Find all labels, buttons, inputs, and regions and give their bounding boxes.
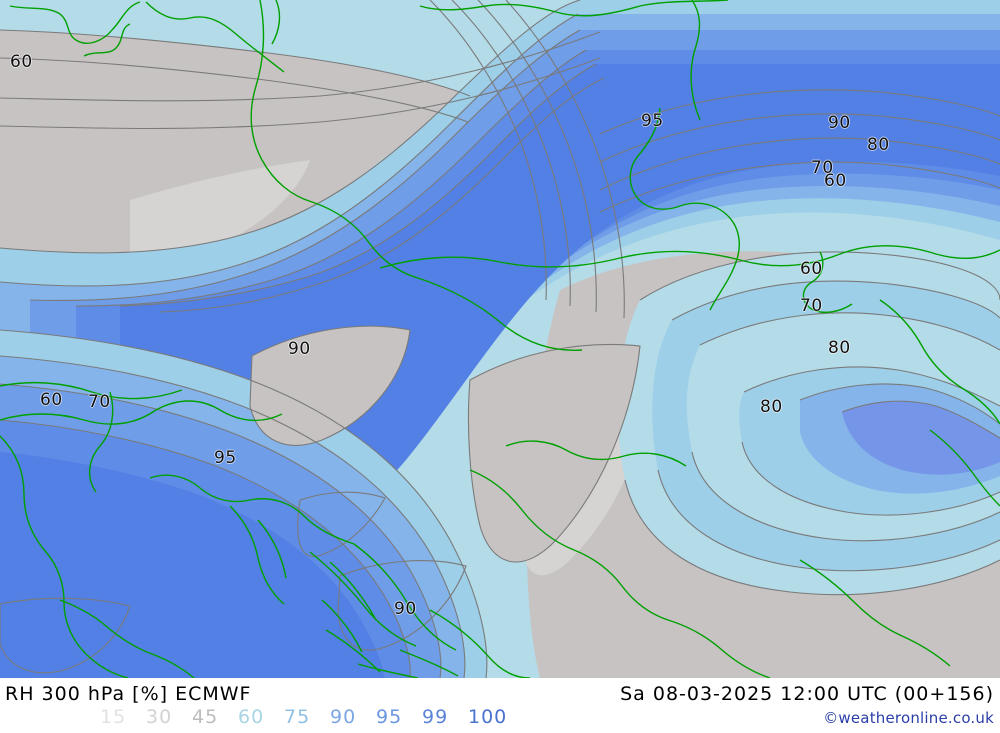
product-title: RH 300 hPa [%] ECMWF bbox=[5, 683, 252, 705]
contour-label-90-center: 90 bbox=[288, 339, 311, 359]
country-borders bbox=[0, 0, 1000, 678]
legend-value-100: 100 bbox=[468, 706, 508, 728]
map-canvas bbox=[0, 0, 1000, 678]
legend-value-60: 60 bbox=[238, 706, 265, 728]
contour-label-90-topright: 90 bbox=[828, 113, 851, 133]
contour-label-95-center: 95 bbox=[214, 448, 237, 468]
valid-time: Sa 08-03-2025 12:00 UTC (00+156) bbox=[620, 683, 994, 705]
contour-label-70-left: 70 bbox=[88, 392, 111, 412]
contour-label-80-rightlow: 80 bbox=[760, 397, 783, 417]
right-humid-pool bbox=[618, 251, 1000, 595]
contour-label-60-topleft: 60 bbox=[10, 52, 33, 72]
contour-label-90-bottom: 90 bbox=[394, 599, 417, 619]
legend-value-95: 95 bbox=[376, 706, 403, 728]
legend-value-75: 75 bbox=[284, 706, 311, 728]
contour-lines bbox=[0, 0, 1000, 678]
contour-label-95-topright: 95 bbox=[641, 111, 664, 131]
contour-label-60-right: 60 bbox=[800, 259, 823, 279]
gray-enclaves bbox=[250, 326, 640, 562]
contour-label-70-topright: 70 bbox=[811, 158, 834, 178]
legend-value-45: 45 bbox=[192, 706, 219, 728]
legend-value-99: 99 bbox=[422, 706, 449, 728]
footer: RH 300 hPa [%] ECMWF Sa 08-03-2025 12:00… bbox=[0, 678, 1000, 733]
lower-left-humid-pool bbox=[0, 330, 487, 678]
copyright-notice: ©weatheronline.co.uk bbox=[823, 709, 994, 727]
legend-value-15: 15 bbox=[100, 706, 127, 728]
legend-value-30: 30 bbox=[146, 706, 173, 728]
map-area[interactable]: 60 95 90 80 70 60 60 70 80 80 90 60 70 9… bbox=[0, 0, 1000, 678]
contour-label-60-left: 60 bbox=[40, 390, 63, 410]
legend-value-90: 90 bbox=[330, 706, 357, 728]
contour-label-60-topright: 60 bbox=[824, 171, 847, 191]
contour-label-70-right: 70 bbox=[800, 296, 823, 316]
contour-label-80-right: 80 bbox=[828, 338, 851, 358]
contour-label-80-topright: 80 bbox=[867, 135, 890, 155]
legend-scale: 15 30 45 60 75 90 95 99 100 bbox=[100, 708, 514, 727]
